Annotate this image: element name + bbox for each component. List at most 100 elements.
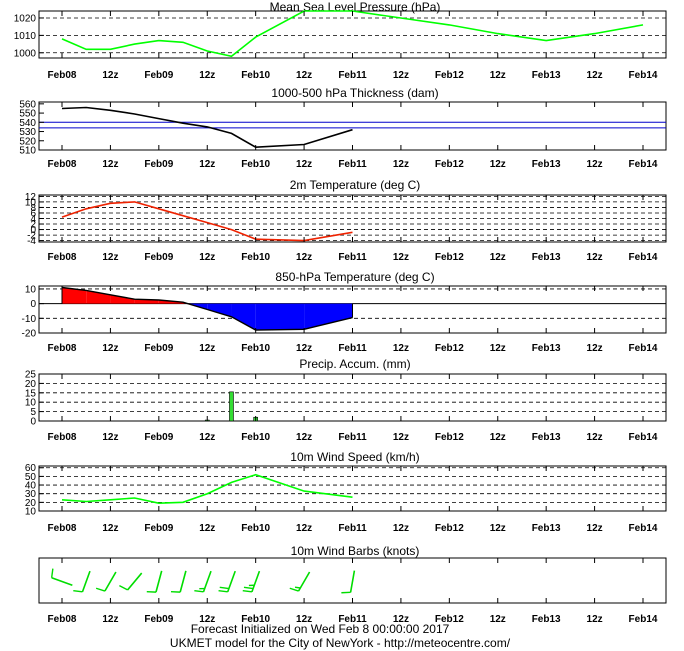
- x-tick-label: Feb11: [338, 252, 367, 263]
- x-tick-label: Feb13: [532, 252, 561, 263]
- chart-title: Precip. Accum. (mm): [299, 357, 410, 371]
- y-tick-label: 550: [19, 109, 36, 120]
- x-tick-label: 12z: [393, 523, 409, 534]
- x-tick-label: Feb08: [48, 523, 77, 534]
- x-tick-label: Feb08: [48, 432, 77, 443]
- x-tick-label: Feb14: [629, 343, 658, 354]
- y-tick-label: -4: [27, 236, 36, 247]
- x-tick-label: Feb10: [241, 523, 270, 534]
- x-tick-label: Feb10: [241, 432, 270, 443]
- y-tick-label: 0: [30, 299, 36, 310]
- x-axis: Feb08 12z Feb09 12z Feb10 12z Feb11 12z Feb12 12z…: [48, 286, 658, 354]
- x-tick-label: 12z: [102, 523, 118, 534]
- y-tick-label: 560: [19, 99, 36, 110]
- x-tick-label: Feb12: [435, 70, 464, 81]
- y-tick-label: -2: [27, 231, 36, 242]
- barb-feather: [73, 589, 83, 593]
- y-tick-label: 1010: [14, 31, 37, 42]
- x-tick-label: 12z: [296, 523, 312, 534]
- y-tick-label: 5: [30, 407, 36, 418]
- y-tick-label: 510: [19, 146, 36, 157]
- x-tick-label: Feb09: [144, 614, 173, 625]
- barb-feather: [95, 587, 106, 592]
- x-tick-label: 12z: [199, 252, 215, 263]
- x-tick-label: Feb13: [532, 614, 561, 625]
- wind-barb: [119, 572, 143, 591]
- y-tick-label: 1000: [14, 48, 37, 59]
- wind-barb: [218, 570, 236, 593]
- grid: [39, 373, 666, 413]
- precip-bar: [229, 391, 234, 422]
- barb-feather: [50, 568, 54, 578]
- x-tick-label: Feb14: [629, 614, 658, 625]
- x-tick-label: 12z: [490, 343, 506, 354]
- x-tick-label: Feb13: [532, 159, 561, 170]
- x-tick-label: Feb11: [338, 432, 367, 443]
- y-tick-label: 40: [25, 481, 37, 492]
- x-tick-label: Feb14: [629, 432, 658, 443]
- y-tick-label: 8: [30, 203, 36, 214]
- barb-staff: [126, 572, 143, 591]
- x-tick-label: 12z: [102, 614, 118, 625]
- y-tick-label: -10: [22, 314, 37, 325]
- plot-frame: [38, 101, 667, 151]
- x-tick-label: Feb11: [338, 70, 367, 81]
- wspd-line: [61, 473, 353, 505]
- x-tick-label: 12z: [296, 614, 312, 625]
- x-tick-label: 12z: [490, 252, 506, 263]
- wind-barb: [170, 570, 187, 593]
- x-tick-label: 12z: [102, 70, 118, 81]
- series: [61, 201, 353, 242]
- t2m-line: [61, 201, 353, 242]
- wind-barb: [95, 571, 117, 592]
- x-tick-label: Feb09: [144, 159, 173, 170]
- x-tick-label: Feb10: [241, 614, 270, 625]
- x-tick-label: Feb11: [338, 159, 367, 170]
- x-tick-label: 12z: [199, 70, 215, 81]
- barb-feather: [194, 589, 204, 593]
- t850-line: [61, 286, 353, 331]
- y-tick-label: 12: [25, 192, 37, 203]
- barb-feather: [294, 586, 301, 589]
- y-tick-label: 60: [25, 463, 37, 474]
- x-tick-label: Feb14: [629, 523, 658, 534]
- plot-frame: [38, 373, 667, 422]
- y-tick-label: 0: [30, 225, 36, 236]
- x-tick-label: Feb12: [435, 614, 464, 625]
- y-tick-label: 20: [25, 379, 37, 390]
- y-tick-label: 0: [30, 417, 36, 428]
- barb-staff: [226, 570, 236, 593]
- x-tick-label: Feb08: [48, 252, 77, 263]
- x-axis: Feb08 12z Feb09 12z Feb10 12z Feb11 12z Feb12 12z…: [48, 11, 658, 81]
- x-tick-label: Feb08: [48, 343, 77, 354]
- x-tick-label: Feb08: [48, 159, 77, 170]
- x-tick-label: Feb12: [435, 159, 464, 170]
- series: [61, 286, 353, 331]
- x-tick-label: 12z: [587, 343, 603, 354]
- x-tick-label: Feb14: [629, 70, 658, 81]
- barb-feather: [242, 589, 252, 593]
- x-tick-label: Feb09: [144, 523, 173, 534]
- cold-area: [304, 303, 353, 330]
- y-tick-label: 4: [30, 214, 36, 225]
- x-tick-label: 12z: [490, 432, 506, 443]
- y-tick-label: 10: [25, 398, 37, 409]
- chart-title: 850-hPa Temperature (deg C): [275, 270, 434, 284]
- x-tick-label: 12z: [296, 343, 312, 354]
- source-credit-text: UKMET model for the City of NewYork - ht…: [170, 636, 511, 650]
- y-tick-label: 30: [25, 489, 37, 500]
- y-tick-label: 1020: [14, 13, 37, 24]
- x-axis: Feb08 12z Feb09 12z Feb10 12z Feb11 12z Feb12 12z…: [48, 466, 658, 534]
- forecast-init-text: Forecast Initialized on Wed Feb 8 00:00:…: [191, 622, 450, 636]
- x-tick-label: 12z: [587, 159, 603, 170]
- mslp-line: [61, 10, 644, 58]
- barb-feather: [243, 586, 254, 590]
- x-tick-label: 12z: [587, 432, 603, 443]
- barb-staff: [155, 570, 163, 593]
- x-tick-label: Feb10: [241, 70, 270, 81]
- x-tick-label: 12z: [393, 252, 409, 263]
